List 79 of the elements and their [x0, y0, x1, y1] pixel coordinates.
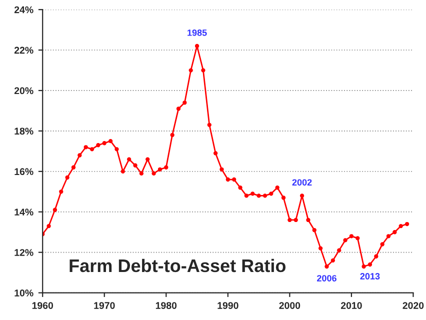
point [294, 218, 298, 222]
y-tick-label: 22% [14, 46, 34, 54]
point [306, 218, 310, 222]
point [188, 68, 193, 72]
annotation: 1985 [188, 30, 207, 36]
point [362, 264, 366, 269]
point [250, 192, 255, 196]
y-tick-label: 14% [14, 208, 34, 216]
point [262, 194, 268, 198]
y-tick-label: 24% [14, 6, 34, 14]
point [386, 234, 391, 238]
annotation: 2002 [292, 179, 312, 186]
point [84, 145, 88, 150]
x-tick-label: 1980 [156, 302, 177, 309]
point [404, 222, 410, 226]
point [65, 175, 70, 180]
point [220, 167, 224, 172]
y-tick-label: 16% [14, 168, 34, 176]
point [201, 68, 206, 72]
point [244, 194, 249, 198]
point [238, 186, 242, 190]
x-tick-label: 1970 [94, 302, 115, 309]
point [46, 224, 51, 228]
y-tick-label: 12% [14, 249, 34, 256]
point [337, 248, 342, 252]
point [108, 139, 113, 144]
point [368, 262, 372, 267]
y-tick-label: 10% [14, 290, 34, 296]
point [170, 132, 174, 138]
point [114, 147, 119, 152]
point [256, 194, 261, 198]
point [343, 238, 348, 242]
point [71, 165, 76, 170]
x-tick-label: 1990 [218, 302, 238, 309]
point [380, 242, 384, 246]
point [312, 228, 316, 232]
point [349, 234, 354, 238]
point [392, 230, 397, 234]
y-tick-label: 18% [14, 128, 34, 135]
annotation: 2013 [360, 273, 380, 280]
point [318, 246, 323, 250]
point [158, 167, 162, 172]
y-tick-label: 20% [14, 87, 34, 94]
point [90, 147, 94, 152]
point [126, 157, 132, 162]
point [59, 190, 64, 194]
point [78, 153, 82, 158]
point [213, 151, 218, 156]
point [52, 208, 58, 212]
point [133, 163, 138, 168]
point [102, 141, 106, 146]
point [330, 258, 336, 263]
x-tick-label: 1960 [32, 302, 54, 309]
point [207, 122, 212, 127]
point [139, 171, 144, 176]
point [232, 177, 236, 182]
x-tick-label: 2020 [402, 302, 424, 309]
point [146, 157, 150, 162]
point [288, 218, 292, 222]
point [176, 106, 181, 111]
point [226, 177, 230, 182]
point [96, 143, 100, 148]
point [194, 44, 200, 48]
point [182, 100, 187, 105]
point [275, 186, 280, 190]
point [356, 236, 360, 240]
point [374, 254, 378, 258]
text: Farm Debt-to-Asset Ratio [70, 258, 286, 272]
point [281, 196, 286, 200]
point [398, 224, 403, 228]
x-tick-label: 2000 [279, 302, 300, 309]
point [269, 192, 274, 196]
point [300, 194, 304, 198]
point [164, 165, 168, 170]
annotation: 2006 [317, 275, 336, 282]
point [152, 171, 156, 176]
point [120, 169, 125, 174]
point [324, 264, 329, 269]
x-tick-label: 2010 [340, 302, 362, 309]
